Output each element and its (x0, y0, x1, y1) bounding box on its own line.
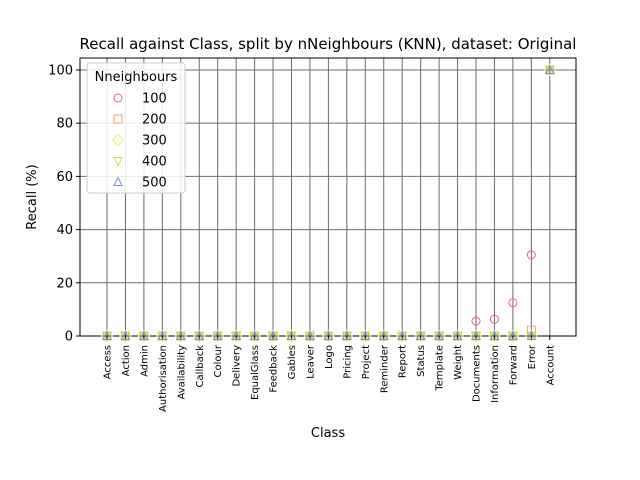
x-tick-label: EqualGlass (250, 345, 261, 400)
data-point-500 (489, 330, 500, 340)
x-tick-label: Information (490, 345, 501, 403)
data-point-500 (249, 330, 260, 340)
data-point-500 (452, 330, 463, 340)
legend-marker-200 (113, 114, 123, 124)
data-point-500 (102, 330, 112, 340)
legend-label-100: 100 (142, 92, 167, 107)
x-tick-label: Access (103, 345, 114, 379)
legend-box (86, 62, 186, 194)
x-tick-label: Action (121, 345, 132, 376)
data-point-500 (120, 330, 131, 340)
x-tick-label: Project (361, 345, 372, 379)
data-point-500 (231, 330, 241, 340)
data-point-500 (323, 330, 334, 340)
data-point-100 (508, 298, 518, 308)
x-axis-label: Class (311, 426, 345, 441)
y-tick-label: 60 (56, 170, 73, 185)
x-tick-label: Report (398, 345, 409, 378)
x-tick-label: Weight (453, 345, 464, 380)
x-tick-label: Authorisation (158, 345, 169, 412)
legend-label-200: 200 (142, 113, 167, 128)
data-point-500 (194, 330, 205, 340)
y-tick-label: 80 (56, 117, 73, 132)
data-point-200 (526, 325, 536, 335)
data-point-500 (139, 330, 149, 340)
data-point-500 (286, 330, 297, 340)
data-point-500 (360, 330, 371, 340)
data-point-500 (397, 330, 408, 340)
chart-title: Recall against Class, split by nNeighbou… (80, 35, 577, 53)
legend-marker-300 (111, 133, 125, 147)
x-tick-label: Template (435, 345, 446, 392)
x-tick-label: Pricing (342, 345, 353, 379)
y-tick-label: 100 (48, 63, 73, 78)
x-tick-label: Error (527, 344, 538, 369)
legend-marker-100 (113, 93, 123, 103)
y-tick-label: 40 (56, 223, 73, 238)
x-tick-label: Colour (213, 344, 224, 377)
x-tick-label: Logo (324, 345, 335, 369)
x-tick-label: Documents (472, 345, 483, 402)
data-point-500 (305, 330, 315, 340)
data-point-500 (471, 330, 481, 340)
y-tick-label: 0 (65, 330, 73, 345)
data-point-500 (434, 330, 444, 340)
x-tick-label: Availability (176, 345, 187, 400)
legend-label-300: 300 (142, 134, 167, 149)
x-tick-label: Status (416, 345, 427, 377)
legend-items: 100 200 300 400 500 (111, 92, 167, 191)
legend-title: Nneighbours (95, 70, 178, 85)
x-tick-label: Account (545, 345, 556, 385)
data-point-500 (212, 330, 223, 340)
data-point-500 (157, 330, 168, 340)
data-point-100 (526, 250, 536, 260)
x-tick-label: Reminder (379, 344, 390, 393)
x-tick-label: Feedback (269, 345, 280, 393)
data-point-500 (415, 330, 426, 340)
data-point-500 (342, 330, 352, 340)
y-axis: 0 20 40 60 80 100 (48, 63, 80, 345)
x-tick-label: Leaver (305, 344, 316, 379)
data-points (100, 63, 557, 343)
x-tick-label: Forward (508, 345, 519, 385)
data-point-500 (268, 330, 278, 340)
legend-label-400: 400 (142, 155, 167, 170)
x-tick-label: Callback (195, 345, 206, 388)
legend-marker-500 (113, 176, 123, 186)
y-tick-label: 20 (56, 276, 73, 291)
x-tick-label: Delivery (232, 345, 243, 387)
legend: Nneighbours 100 200 300 400 500 (86, 62, 186, 194)
data-point-500 (544, 64, 555, 74)
data-point-500 (508, 330, 518, 340)
legend-marker-400 (113, 157, 123, 167)
data-point-100 (471, 316, 481, 326)
data-point-500 (378, 330, 389, 340)
x-tick-label: Admin (139, 345, 150, 377)
data-point-500 (526, 330, 537, 340)
y-axis-label: Recall (%) (25, 164, 40, 229)
x-tick-label: Gables (287, 345, 298, 379)
legend-label-500: 500 (142, 176, 167, 191)
x-axis: Access Action Admin Authorisation Availabili… (103, 336, 556, 412)
data-point-100 (489, 314, 499, 324)
data-point-500 (175, 330, 186, 340)
